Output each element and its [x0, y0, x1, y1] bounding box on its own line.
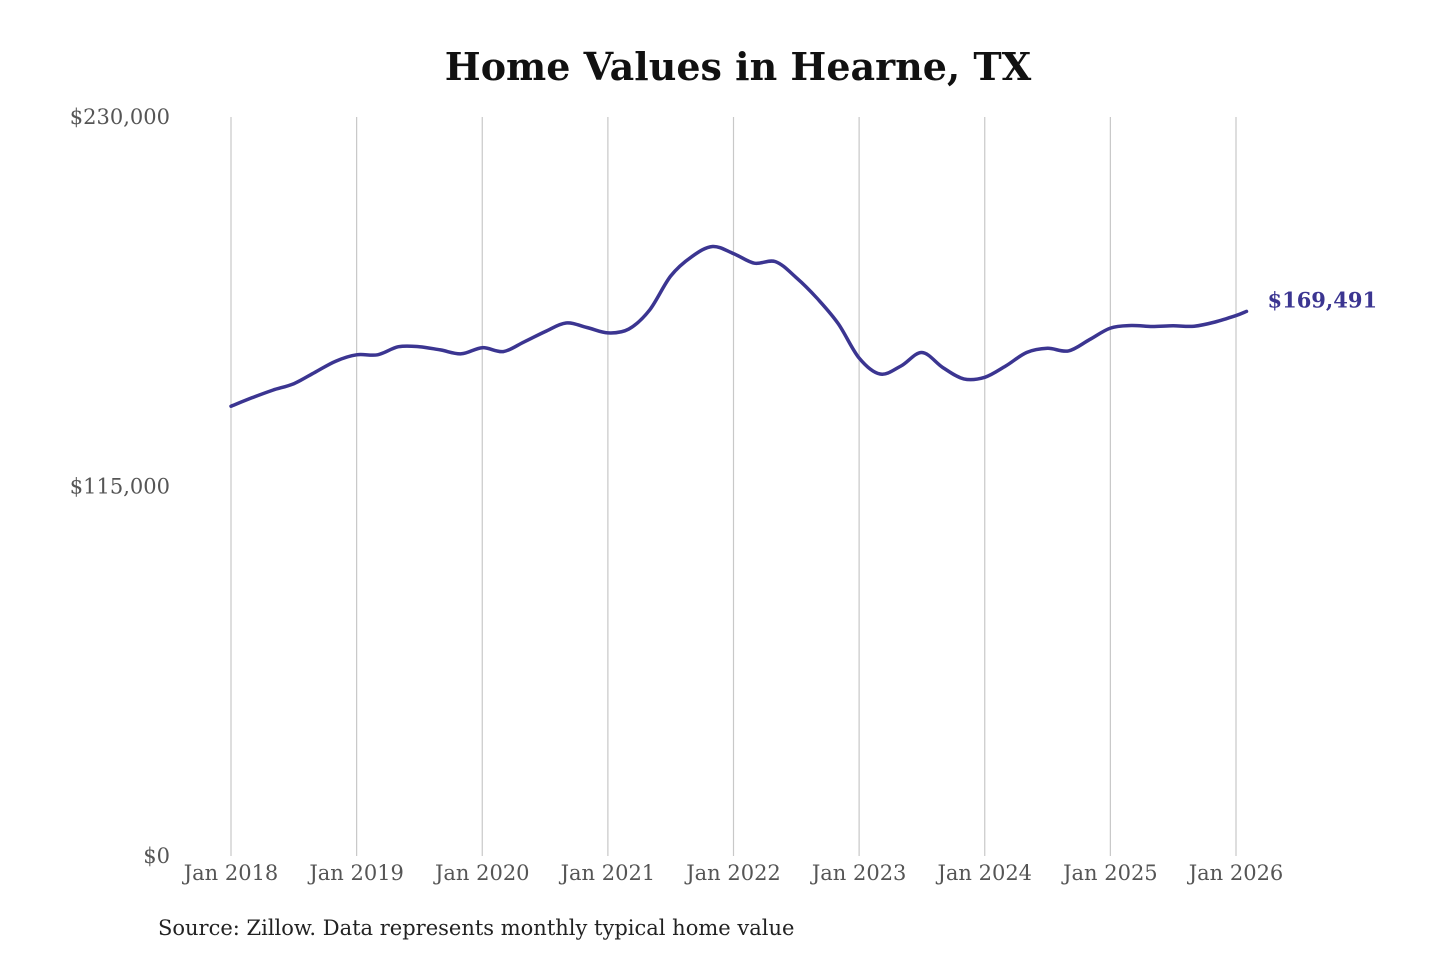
source-note: Source: Zillow. Data represents monthly …	[158, 916, 795, 940]
x-tick-label-0: Jan 2018	[182, 861, 279, 885]
x-tick-label-2: Jan 2020	[433, 861, 530, 885]
series-line-0	[229, 244, 1249, 408]
x-tick-label-6: Jan 2024	[935, 861, 1032, 885]
end-value-label: $169,491	[1267, 287, 1377, 312]
x-tick-label-4: Jan 2022	[684, 861, 781, 885]
x-tick-label-7: Jan 2025	[1061, 861, 1158, 885]
y-tick-label-1: $115,000	[70, 475, 170, 499]
x-tick-label-1: Jan 2019	[307, 861, 404, 885]
x-tick-label-3: Jan 2021	[559, 861, 656, 885]
y-tick-label-0: $0	[143, 844, 170, 868]
x-tick-label-5: Jan 2023	[810, 861, 907, 885]
x-tick-label-8: Jan 2026	[1187, 861, 1284, 885]
y-tick-label-2: $230,000	[70, 105, 170, 129]
chart-title: Home Values in Hearne, TX	[444, 44, 1032, 89]
